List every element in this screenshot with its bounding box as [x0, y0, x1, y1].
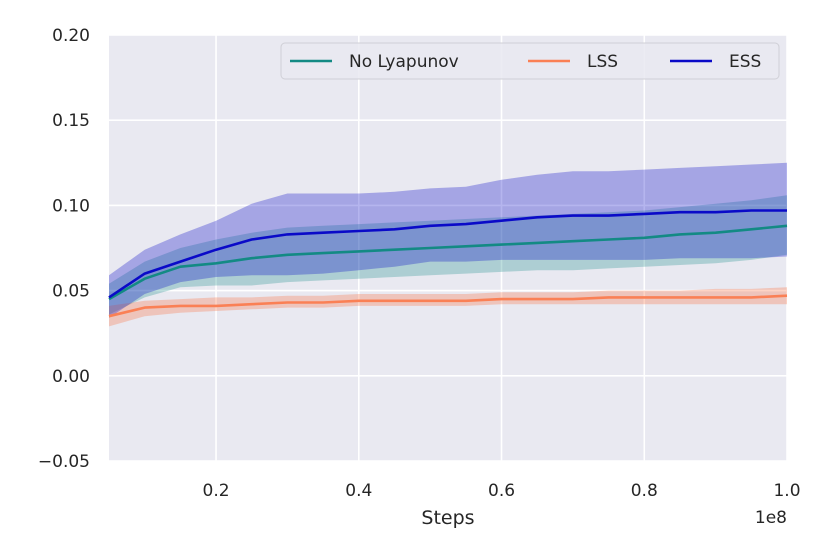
- legend-label: ESS: [729, 52, 761, 72]
- x-tick-labels: 0.2 0.4 0.6 0.8 1.0: [203, 481, 801, 501]
- y-tick-label: 0.20: [52, 26, 90, 46]
- series-line: [108, 294, 788, 318]
- y-tick-label: −0.05: [38, 452, 90, 472]
- x-tick-label: 1.0: [773, 481, 800, 501]
- confidence-band: [109, 195, 787, 315]
- legend-label: No Lyapunov: [349, 52, 459, 72]
- grid: [109, 34, 788, 462]
- legend-label: LSS: [587, 52, 618, 72]
- x-axis-offset-label: 1e8: [755, 508, 787, 528]
- legend: No Lyapunov LSS ESS: [280, 42, 780, 80]
- y-tick-label: 0.10: [52, 196, 90, 216]
- series-line: [108, 209, 787, 299]
- series-lines: [108, 209, 788, 318]
- x-tick-label: 0.8: [631, 481, 658, 501]
- x-tick-label: 0.4: [345, 481, 372, 501]
- x-tick-label: 0.6: [488, 481, 515, 501]
- x-tick-label: 0.2: [203, 481, 230, 501]
- y-tick-label: 0.15: [52, 111, 90, 131]
- confidence-band: [109, 162, 787, 318]
- x-axis-label: Steps: [421, 507, 474, 529]
- y-tick-label: 0.00: [52, 367, 90, 387]
- y-tick-label: 0.05: [52, 282, 90, 302]
- series-line: [108, 224, 788, 301]
- y-tick-labels: −0.05 0.00 0.05 0.10 0.15 0.20: [38, 26, 90, 472]
